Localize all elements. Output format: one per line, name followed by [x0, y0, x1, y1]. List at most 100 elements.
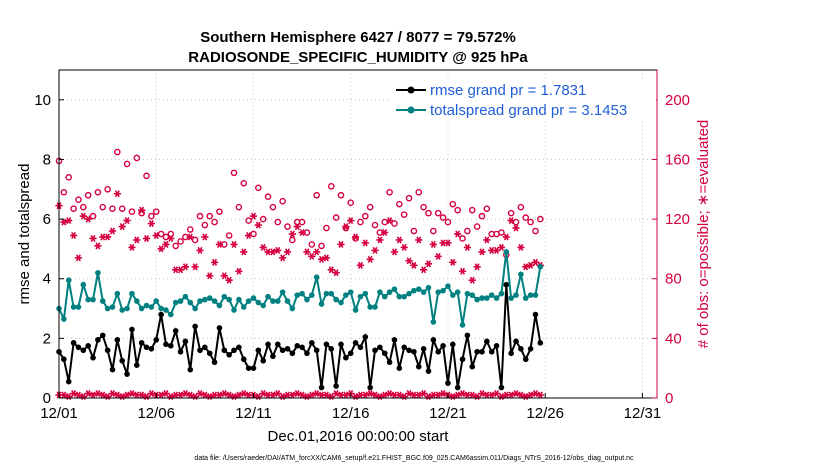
star-stroke	[367, 255, 373, 263]
star-stroke	[255, 392, 261, 401]
totalspread-point	[148, 304, 155, 310]
star-stroke	[255, 221, 261, 229]
star-stroke	[309, 391, 315, 399]
y2-tick-label: 80	[665, 271, 682, 288]
chart-marks	[55, 148, 544, 401]
star-stroke	[367, 390, 373, 398]
rmse-point	[143, 344, 150, 351]
obs-evaluated-point	[210, 258, 219, 266]
star-stroke	[275, 246, 281, 254]
star-stroke	[100, 391, 106, 399]
star-stroke	[469, 391, 475, 399]
star-stroke	[474, 392, 480, 401]
star-stroke	[353, 233, 359, 241]
totalspread-point	[328, 290, 335, 297]
star-stroke	[168, 234, 174, 242]
obs-evaluated-point	[147, 220, 155, 228]
star-stroke	[178, 391, 184, 399]
star-stroke	[435, 252, 441, 260]
star-stroke	[124, 391, 130, 399]
totalspread-point	[129, 290, 135, 297]
obs-possible-point	[284, 223, 291, 230]
obs-evaluated-point	[293, 223, 301, 231]
star-stroke	[260, 243, 266, 251]
star-stroke	[362, 391, 368, 399]
obs-evaluated-point	[162, 240, 170, 248]
obs-rejected-point	[79, 392, 87, 401]
totalspread-point	[202, 296, 208, 303]
star-stroke	[212, 258, 218, 266]
star-stroke	[134, 391, 140, 399]
obs-possible-point	[357, 218, 364, 226]
star-stroke	[212, 391, 218, 399]
y-tick-label: 8	[43, 151, 51, 168]
obs-evaluated-point	[298, 228, 306, 237]
star-stroke	[275, 390, 281, 398]
totalspread-point	[377, 289, 383, 295]
star-stroke	[333, 269, 339, 277]
obs-evaluated-point	[327, 266, 335, 274]
obs-evaluated-point	[361, 239, 369, 247]
obs-evaluated-point	[176, 266, 185, 274]
star-stroke	[503, 233, 509, 241]
rmse-point	[260, 357, 266, 364]
star-stroke	[61, 218, 67, 226]
star-stroke	[401, 243, 407, 251]
obs-evaluated-point	[405, 257, 413, 265]
rmse-point	[425, 368, 432, 374]
obs-evaluated-point	[65, 217, 73, 225]
y2-tick-label: 120	[665, 211, 690, 228]
obs-possible-point	[128, 208, 136, 215]
star-stroke	[144, 392, 150, 401]
totalspread-point	[518, 271, 524, 278]
star-stroke	[372, 391, 378, 399]
obs-possible-point	[410, 227, 418, 235]
rmse-point	[279, 347, 286, 354]
obs-evaluated-point	[526, 261, 535, 269]
obs-evaluated-point	[142, 234, 151, 242]
obs-possible-point	[216, 208, 223, 215]
totalspread-point	[430, 319, 437, 325]
totalspread-point	[172, 299, 179, 306]
obs-possible-point	[400, 211, 408, 218]
obs-evaluated-point	[395, 236, 403, 244]
star-stroke	[323, 391, 329, 399]
star-stroke	[124, 217, 130, 225]
obs-evaluated-point	[167, 234, 175, 242]
rmse-point	[177, 348, 184, 355]
rmse-point	[85, 343, 91, 349]
totalspread-point	[240, 304, 247, 310]
obs-possible-point	[99, 203, 107, 211]
totalspread-point	[440, 287, 446, 294]
obs-evaluated-point	[351, 233, 360, 241]
obs-evaluated-point	[288, 230, 296, 238]
rmse-point	[474, 348, 480, 355]
star-stroke	[498, 392, 504, 401]
star-stroke	[532, 258, 538, 266]
star-stroke	[319, 391, 325, 399]
star-stroke	[294, 390, 300, 398]
star-stroke	[309, 252, 315, 260]
obs-rejected-point	[478, 390, 486, 398]
obs-possible-point	[439, 214, 447, 221]
star-stroke	[105, 392, 111, 401]
obs-rejected-point	[65, 392, 73, 401]
obs-possible-point	[230, 169, 238, 177]
rmse-point	[245, 365, 252, 371]
rmse-point	[95, 337, 101, 343]
totalspread-point	[163, 307, 169, 313]
obs-rejected-point	[269, 391, 277, 399]
star-stroke	[90, 391, 96, 399]
obs-evaluated-point	[332, 269, 340, 277]
star-stroke	[455, 230, 461, 238]
totalspread-point	[304, 296, 310, 303]
star-stroke	[139, 391, 145, 399]
totalspread-point	[464, 290, 471, 297]
obs-rejected-point	[526, 391, 535, 399]
obs-rejected-point	[313, 390, 321, 398]
star-stroke	[236, 267, 242, 275]
rmse-point	[372, 347, 378, 354]
rmse-point	[445, 380, 451, 386]
totalspread-point	[396, 293, 403, 300]
totalspread-point	[245, 298, 252, 304]
